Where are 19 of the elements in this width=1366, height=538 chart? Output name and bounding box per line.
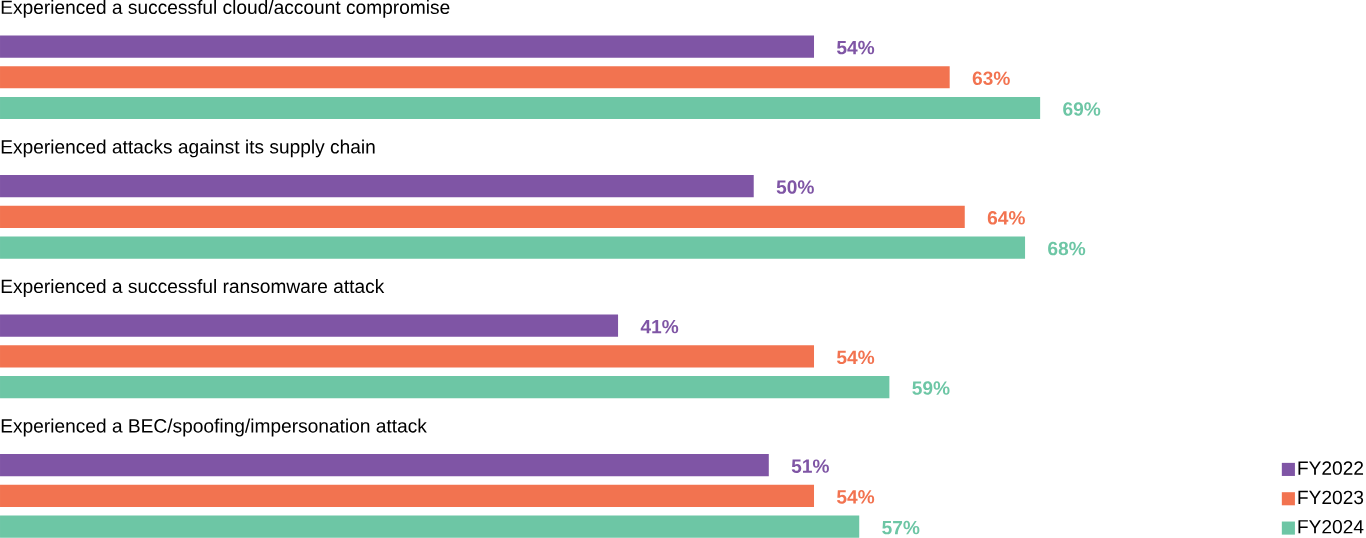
data-label: 64%: [987, 210, 1025, 225]
data-label: 41%: [640, 319, 679, 334]
data-label: 68%: [1048, 241, 1086, 256]
data-label: 63%: [972, 71, 1010, 85]
data-label: 59%: [912, 381, 950, 395]
legend-label: FY2022: [1298, 461, 1364, 475]
data-label: 50%: [776, 180, 814, 194]
data-label: 54%: [836, 350, 875, 364]
y-tick-label: Experienced a successful ransomware attack: [1, 278, 385, 297]
y-tick-label: Experienced a BEC/spoofing/impersonation attack: [1, 418, 427, 437]
y-tick-label: Experienced attacks against its supply chain: [1, 139, 375, 158]
data-label: 54%: [836, 490, 875, 504]
data-label: 51%: [791, 459, 829, 473]
data-label: 69%: [1063, 102, 1101, 116]
data-label: 57%: [882, 520, 920, 535]
legend-label: FY2023: [1298, 490, 1364, 505]
legend-label: FY2024: [1298, 519, 1364, 534]
data-label: 54%: [836, 40, 875, 55]
y-tick-label: Experienced a successful cloud/account compromise: [1, 0, 450, 18]
